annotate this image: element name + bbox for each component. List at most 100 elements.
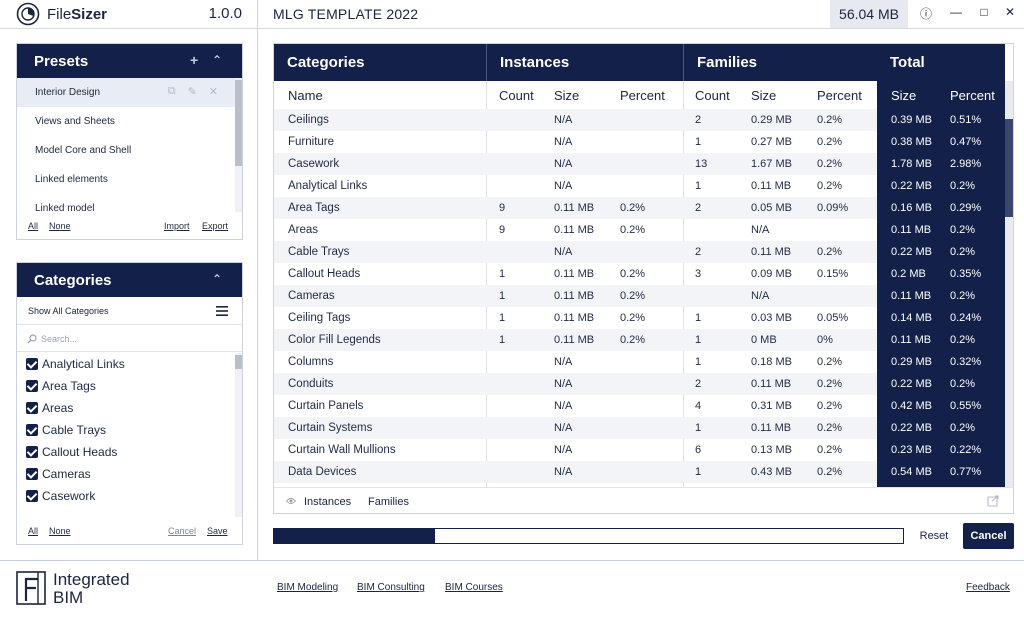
table-row[interactable]: Conduits N/A 2 0.11 MB 0.2% 0.22 MB 0.2%	[274, 373, 1005, 395]
cell-total-size: 0.11 MB	[891, 290, 932, 302]
families-toggle[interactable]: Families	[368, 496, 409, 508]
link-bim-consulting[interactable]: BIM Consulting	[357, 582, 425, 593]
checkbox[interactable]	[26, 358, 38, 370]
category-label: Casework	[42, 489, 96, 503]
integrated-bim-logo-icon[interactable]	[16, 571, 46, 605]
pencil-icon[interactable]: ✎	[187, 86, 197, 98]
table-row[interactable]: Curtain Systems N/A 1 0.11 MB 0.2% 0.22 MB 0.2…	[274, 417, 1005, 439]
categories-cancel-link[interactable]: Cancel	[168, 526, 197, 536]
cell-family-size: 0.11 MB	[751, 422, 792, 434]
table-row[interactable]: Columns N/A 1 0.18 MB 0.2% 0.29 MB 0.32%	[274, 351, 1005, 373]
presets-none-link[interactable]: None	[49, 221, 71, 231]
category-label: Cable Trays	[42, 423, 107, 437]
cell-total-percent: 0.2%	[950, 378, 976, 390]
link-bim-modeling[interactable]: BIM Modeling	[277, 582, 339, 593]
categories-scroll-thumb[interactable]	[235, 355, 242, 369]
plus-icon[interactable]: +	[190, 52, 199, 68]
presets-all-link[interactable]: All	[28, 221, 39, 231]
copy-icon[interactable]: ⧉	[167, 85, 176, 97]
col-family-percent[interactable]: Percent	[817, 87, 862, 103]
category-item[interactable]: Analytical Links	[17, 353, 242, 375]
table-row[interactable]: Areas 9 0.11 MB 0.2% N/A 0.11 MB 0.2%	[274, 219, 1005, 241]
col-total-percent[interactable]: Percent	[950, 87, 995, 103]
import-link[interactable]: Import	[164, 221, 190, 231]
preset-item[interactable]: Model Core and Shell	[17, 136, 242, 165]
preset-item[interactable]: Views and Sheets	[17, 107, 242, 136]
show-all-categories[interactable]: Show All Categories	[17, 297, 242, 325]
instances-toggle[interactable]: Instances	[304, 496, 352, 508]
category-search[interactable]: Search...	[17, 326, 242, 352]
category-item[interactable]: Cameras	[17, 463, 242, 485]
category-item[interactable]: Casework	[17, 485, 242, 507]
col-total-size[interactable]: Size	[891, 87, 917, 103]
cell-name: Color Fill Legends	[288, 334, 381, 346]
reset-button[interactable]: Reset	[912, 524, 956, 548]
col-instance-size[interactable]: Size	[554, 87, 580, 103]
preset-item[interactable]: Linked model	[17, 194, 242, 212]
table-row[interactable]: Furniture N/A 1 0.27 MB 0.2% 0.38 MB 0.47%	[274, 131, 1005, 153]
maximize-icon[interactable]: □	[980, 5, 988, 19]
table-row[interactable]: Casework N/A 13 1.67 MB 0.2% 1.78 MB 2.98%	[274, 153, 1005, 175]
category-item[interactable]: Cable Trays	[17, 419, 242, 441]
menu-icon[interactable]	[216, 306, 228, 316]
table-row[interactable]: Ceilings N/A 2 0.29 MB 0.2% 0.39 MB 0.51%	[274, 109, 1005, 131]
presets-scroll-thumb[interactable]	[235, 80, 242, 166]
help-icon[interactable]: ⓘ	[919, 7, 932, 21]
preset-item[interactable]: Interior Design ⧉ ✎ ✕	[17, 78, 242, 107]
cell-family-size: 0.05 MB	[751, 202, 792, 214]
col-family-count[interactable]: Count	[695, 87, 730, 103]
minimize-icon[interactable]: —	[950, 5, 962, 19]
table-row[interactable]: Callout Heads 1 0.11 MB 0.2% 3 0.09 MB 0.15% 0.…	[274, 263, 1005, 285]
title-bar: MLG TEMPLATE 2022 56.04 MB ⓘ — □ ✕	[258, 0, 1024, 29]
eye-icon[interactable]	[286, 497, 296, 505]
preset-item[interactable]: Linked elements	[17, 165, 242, 194]
export-icon[interactable]	[987, 495, 999, 507]
cell-instance-count: 1	[499, 334, 506, 346]
cell-family-size: 0.29 MB	[751, 114, 792, 126]
table-row[interactable]: Data Devices N/A 1 0.43 MB 0.2% 0.54 MB 0.77%	[274, 461, 1005, 483]
table-row[interactable]: Cable Trays N/A 2 0.11 MB 0.2% 0.22 MB 0.2%	[274, 241, 1005, 263]
cancel-button[interactable]: Cancel	[963, 523, 1014, 549]
categories-scrollbar[interactable]	[235, 353, 242, 517]
close-icon[interactable]: ✕	[1004, 5, 1016, 19]
table-row[interactable]: Cameras 1 0.11 MB 0.2% N/A 0.11 MB 0.2%	[274, 285, 1005, 307]
categories-save-link[interactable]: Save	[207, 526, 228, 536]
category-item[interactable]: Callout Heads	[17, 441, 242, 463]
checkbox[interactable]	[26, 490, 38, 502]
col-instance-count[interactable]: Count	[499, 87, 534, 103]
cell-total-size: 0.54 MB	[891, 466, 932, 478]
cell-family-percent: 0.2%	[817, 158, 843, 170]
cell-family-count: 4	[695, 400, 702, 412]
col-name[interactable]: Name	[288, 87, 323, 103]
category-item[interactable]: Areas	[17, 397, 242, 419]
table-row[interactable]: Analytical Links N/A 1 0.11 MB 0.2% 0.22 MB 0.…	[274, 175, 1005, 197]
checkbox[interactable]	[26, 446, 38, 458]
search-input[interactable]: Search...	[41, 333, 78, 344]
chevron-up-icon[interactable]: ⌃	[212, 272, 223, 286]
checkbox[interactable]	[26, 380, 38, 392]
checkbox[interactable]	[26, 402, 38, 414]
cell-family-size: 0.18 MB	[751, 356, 792, 368]
checkbox[interactable]	[26, 468, 38, 480]
table-row[interactable]: Ceiling Tags 1 0.11 MB 0.2% 1 0.03 MB 0.05% 0.1…	[274, 307, 1005, 329]
col-family-size[interactable]: Size	[751, 87, 777, 103]
category-item[interactable]: Area Tags	[17, 375, 242, 397]
table-scroll-thumb[interactable]	[1005, 119, 1013, 217]
table-row[interactable]: Curtain Panels N/A 4 0.31 MB 0.2% 0.42 MB 0.55…	[274, 395, 1005, 417]
chevron-up-icon[interactable]: ⌃	[212, 53, 223, 67]
checkbox[interactable]	[26, 424, 38, 436]
link-bim-courses[interactable]: BIM Courses	[445, 582, 503, 593]
table-scrollbar[interactable]	[1005, 81, 1013, 487]
close-icon[interactable]: ✕	[208, 86, 218, 98]
categories-none-link[interactable]: None	[49, 526, 71, 536]
col-instance-percent[interactable]: Percent	[620, 87, 665, 103]
table-row[interactable]: Color Fill Legends 1 0.11 MB 0.2% 1 0 MB 0% 0.1…	[274, 329, 1005, 351]
table-row[interactable]: Curtain Wall Mullions N/A 6 0.13 MB 0.2% 0.23…	[274, 439, 1005, 461]
app-name: FileSizer	[47, 6, 107, 23]
feedback-link[interactable]: Feedback	[966, 582, 1010, 593]
categories-all-link[interactable]: All	[28, 526, 39, 536]
table-row[interactable]: Area Tags 9 0.11 MB 0.2% 2 0.05 MB 0.09% 0.16 M…	[274, 197, 1005, 219]
export-link[interactable]: Export	[202, 221, 229, 231]
category-label: Callout Heads	[42, 445, 118, 459]
row-band	[274, 417, 877, 439]
